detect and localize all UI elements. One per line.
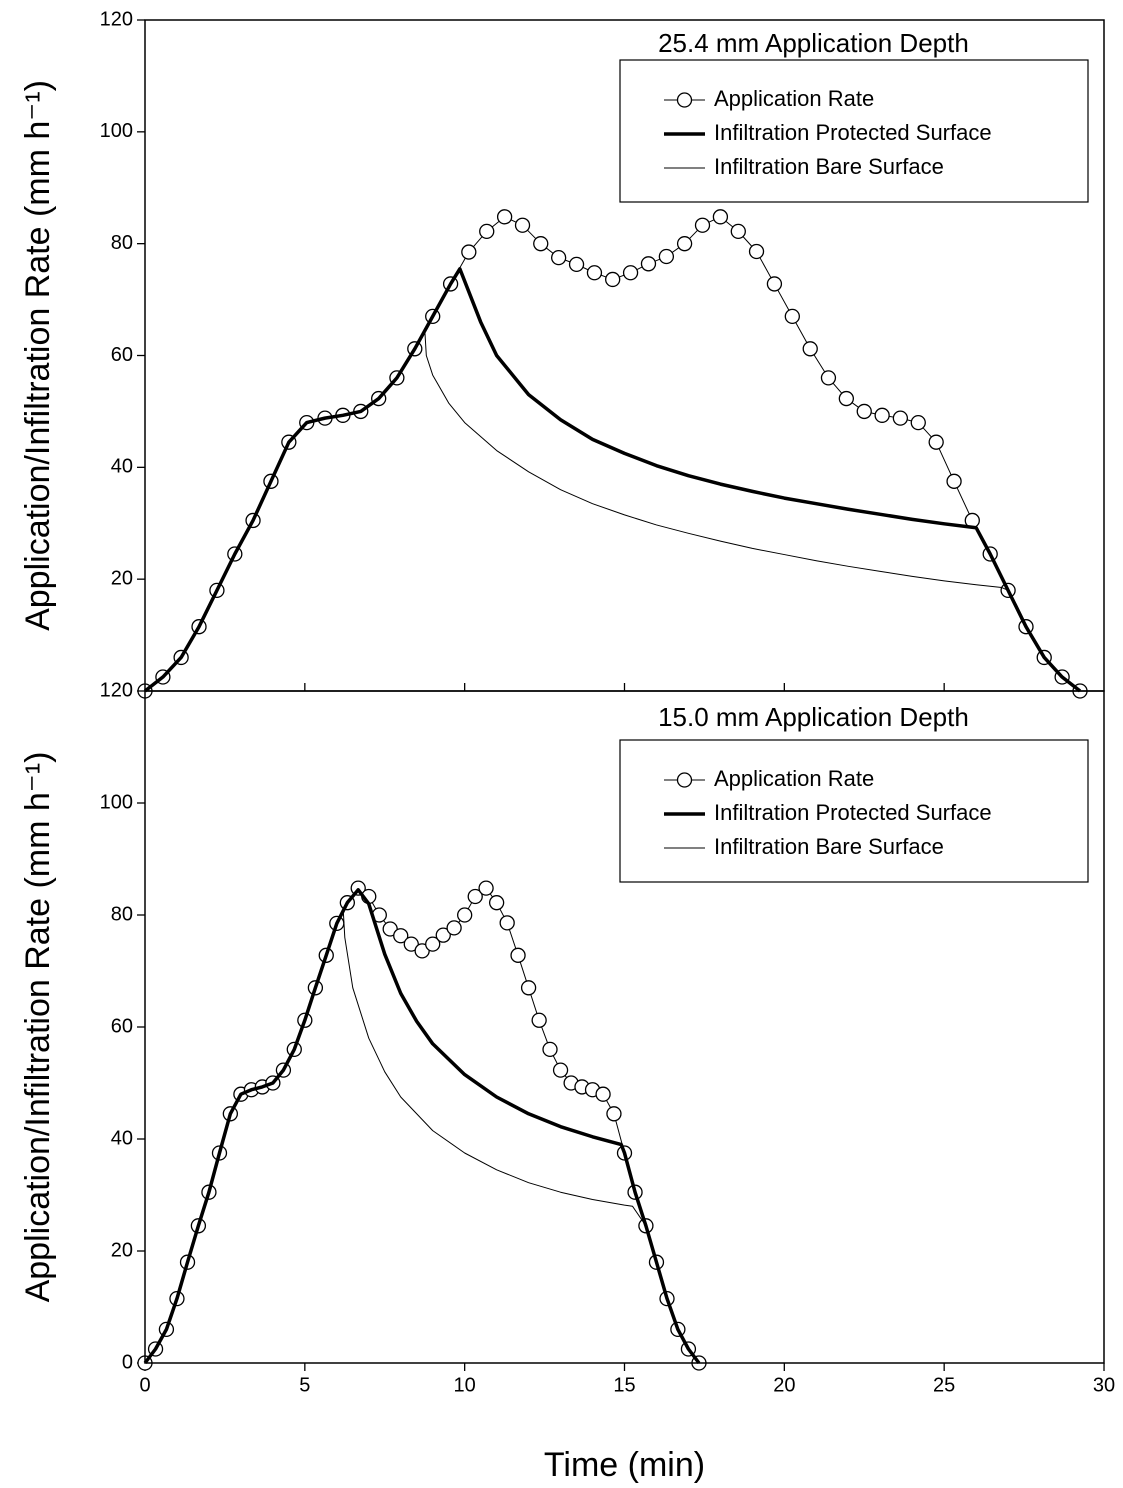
data-point: [856, 403, 872, 420]
x-tick-label: 0: [139, 1374, 150, 1396]
x-tick-label: 30: [1093, 1374, 1115, 1396]
data-point: [550, 249, 567, 266]
data-point: [910, 414, 926, 431]
y-tick-label: 60: [111, 344, 133, 366]
data-point: [595, 1086, 611, 1102]
data-point: [435, 927, 451, 943]
data-point: [712, 209, 729, 225]
y-tick-label: 60: [111, 1015, 133, 1037]
legend-box: [619, 59, 1089, 203]
legend-label: Infiltration Protected Surface: [714, 800, 992, 825]
legend-marker: [676, 92, 693, 108]
data-point: [461, 244, 477, 260]
data-point: [892, 410, 909, 426]
data-point: [542, 1041, 558, 1058]
data-point: [946, 473, 962, 489]
legend-label: Infiltration Bare Surface: [714, 154, 944, 179]
legend-box: [619, 739, 1089, 883]
annotation: 25.4 mm Application Depth: [658, 28, 969, 58]
y-tick-label: 80: [111, 903, 133, 925]
x-tick-label: 15: [613, 1374, 635, 1396]
data-point: [622, 265, 639, 281]
data-point: [403, 936, 419, 952]
data-point: [510, 947, 526, 963]
y-axis-label: Application/Infiltration Rate (mm h⁻¹): [19, 752, 57, 1303]
data-point: [838, 390, 854, 407]
y-tick-label: 0: [122, 1351, 133, 1373]
data-point: [533, 236, 549, 252]
data-point: [467, 888, 483, 905]
data-point: [520, 980, 537, 996]
annotation: 15.0 mm Application Depth: [658, 702, 969, 732]
y-tick-label: 20: [111, 567, 133, 589]
series-line: [144, 908, 700, 1364]
legend-label: Infiltration Bare Surface: [714, 834, 944, 859]
data-point: [606, 1106, 622, 1122]
data-point: [499, 915, 515, 931]
data-point: [820, 370, 837, 386]
data-point: [640, 256, 657, 272]
data-point: [496, 209, 513, 225]
data-point: [605, 271, 621, 288]
y-tick-label: 120: [100, 679, 133, 701]
plot-frame: [144, 690, 1105, 1364]
data-point: [874, 407, 890, 423]
legend-marker: [676, 772, 693, 788]
x-axis-label: Time (min): [544, 1446, 705, 1484]
data-point: [766, 276, 783, 292]
data-point: [425, 936, 441, 952]
series-line: [144, 328, 1081, 692]
data-point: [568, 256, 585, 273]
series-line: [143, 888, 701, 1365]
data-point: [586, 265, 603, 281]
data-point: [676, 236, 693, 252]
data-point: [784, 308, 800, 325]
series-line: [143, 267, 1082, 693]
y-tick-label: 20: [111, 1239, 133, 1261]
data-point: [552, 1062, 569, 1078]
data-point: [514, 217, 531, 233]
data-point: [694, 217, 711, 233]
data-point: [488, 895, 505, 911]
data-point: [393, 928, 409, 944]
x-tick-label: 5: [299, 1374, 310, 1396]
y-tick-label: 100: [100, 791, 133, 813]
y-tick-label: 40: [111, 456, 133, 478]
data-point: [748, 243, 765, 260]
data-point: [531, 1012, 547, 1028]
legend-label: Infiltration Protected Surface: [714, 120, 992, 145]
x-tick-label: 20: [773, 1374, 795, 1396]
y-tick-label: 80: [111, 232, 133, 254]
data-point: [658, 248, 675, 265]
data-point: [457, 907, 473, 923]
x-tick-label: 10: [454, 1374, 476, 1396]
data-point: [928, 434, 944, 450]
data-point: [730, 223, 746, 240]
legend-label: Application Rate: [714, 766, 874, 791]
legend-label: Application Rate: [714, 86, 874, 111]
data-point: [802, 341, 818, 357]
data-point: [446, 920, 462, 936]
data-point: [478, 880, 494, 896]
y-tick-label: 120: [100, 8, 133, 30]
x-tick-label: 25: [933, 1374, 955, 1396]
y-axis-label: Application/Infiltration Rate (mm h⁻¹): [19, 80, 57, 631]
y-tick-label: 40: [111, 1127, 133, 1149]
data-point: [479, 223, 495, 240]
y-tick-label: 100: [100, 120, 133, 142]
